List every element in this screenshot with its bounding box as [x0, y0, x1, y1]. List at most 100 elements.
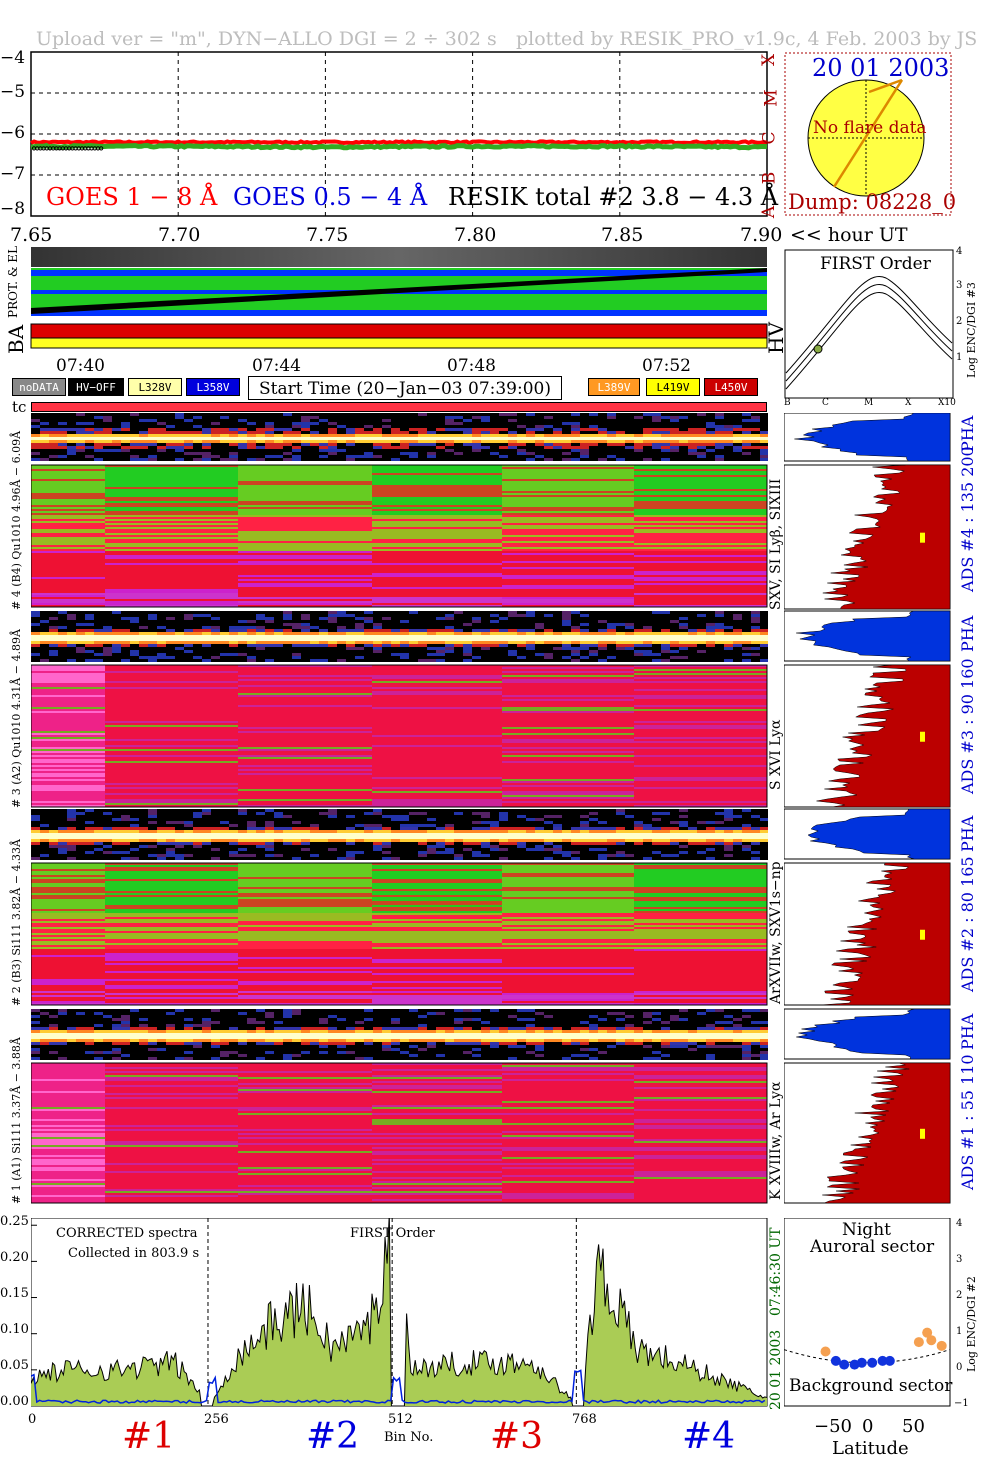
strip-cell	[445, 431, 454, 434]
strip-cell	[580, 437, 589, 440]
band-row	[502, 503, 634, 505]
strip-cell	[418, 830, 427, 833]
strip-cell	[166, 413, 175, 416]
band-row	[634, 755, 767, 757]
strip-cell	[472, 626, 481, 629]
strip-cell	[328, 653, 337, 656]
strip-cell	[94, 440, 103, 443]
strip-cell	[40, 623, 49, 626]
strip-cell	[337, 833, 346, 836]
strip-cell	[760, 434, 768, 437]
strip-cell	[400, 644, 409, 647]
strip-cell	[85, 614, 94, 617]
strip-cell	[580, 635, 589, 638]
strip-cell	[661, 821, 670, 824]
strip-cell	[166, 818, 175, 821]
strip-cell	[202, 626, 211, 629]
strip-cell	[697, 443, 706, 446]
strip-cell	[274, 821, 283, 824]
strip-cell	[526, 812, 535, 815]
strip-cell	[454, 647, 463, 650]
strip-cell	[427, 656, 436, 659]
band-row	[105, 483, 238, 485]
strip-cell	[436, 425, 445, 428]
strip-cell	[733, 812, 742, 815]
strip-cell	[418, 626, 427, 629]
strip-cell	[670, 650, 679, 653]
strip-cell	[355, 644, 364, 647]
strip-cell	[166, 455, 175, 458]
band-row	[372, 477, 502, 479]
band-row	[502, 567, 634, 569]
strip-cell	[517, 614, 526, 617]
strip-cell	[472, 413, 481, 416]
strip-cell	[211, 428, 220, 431]
strip-cell	[202, 413, 211, 416]
strip-cell	[292, 650, 301, 653]
band-row	[105, 513, 238, 515]
band-row	[31, 569, 105, 571]
sun-panel	[784, 52, 952, 216]
strip-cell	[85, 434, 94, 437]
band-row	[634, 481, 767, 483]
strip-cell	[85, 821, 94, 824]
strip-cell	[220, 647, 229, 650]
band-row	[31, 721, 105, 723]
strip-cell	[157, 851, 166, 854]
strip-cell	[364, 827, 373, 830]
strip-cell	[679, 839, 688, 842]
strip-cell	[148, 623, 157, 626]
strip-cell	[301, 626, 310, 629]
strip-cell	[742, 854, 751, 857]
strip-cell	[49, 842, 58, 845]
strip-cell	[112, 437, 121, 440]
strip-cell	[670, 635, 679, 638]
band-row	[634, 509, 767, 511]
strip-cell	[76, 845, 85, 848]
strip-cell	[211, 623, 220, 626]
strip-cell	[526, 413, 535, 416]
strip-cell	[652, 809, 661, 812]
strip-cell	[625, 623, 634, 626]
strip-cell	[382, 842, 391, 845]
strip-cell	[139, 428, 148, 431]
strip-cell	[463, 656, 472, 659]
strip-cell	[409, 422, 418, 425]
strip-cell	[265, 452, 274, 455]
strip-cell	[301, 458, 310, 461]
band-row	[634, 695, 767, 697]
strip-cell	[679, 638, 688, 641]
strip-cell	[697, 614, 706, 617]
strip-cell	[625, 809, 634, 812]
strip-cell	[508, 641, 517, 644]
strip-cell	[94, 635, 103, 638]
strip-cell	[121, 425, 130, 428]
strip-cell	[418, 848, 427, 851]
strip-cell	[337, 839, 346, 842]
strip-cell	[544, 650, 553, 653]
strip-cell	[265, 809, 274, 812]
strip-cell	[580, 623, 589, 626]
strip-cell	[724, 437, 733, 440]
strip-cell	[436, 659, 445, 662]
strip-cell	[454, 851, 463, 854]
strip-cell	[535, 635, 544, 638]
strip-cell	[67, 815, 76, 818]
strip-cell	[274, 644, 283, 647]
strip-cell	[67, 413, 76, 416]
strip-cell	[211, 809, 220, 812]
band-row	[634, 689, 767, 691]
strip-cell	[364, 629, 373, 632]
strip-cell	[355, 845, 364, 848]
strip-cell	[490, 443, 499, 446]
strip-cell	[643, 650, 652, 653]
strip-cell	[139, 614, 148, 617]
strip-cell	[490, 845, 499, 848]
strip-cell	[517, 452, 526, 455]
strip-cell	[724, 617, 733, 620]
strip-cell	[265, 431, 274, 434]
strip-cell	[67, 617, 76, 620]
strip-cell	[220, 626, 229, 629]
strip-cell	[706, 812, 715, 815]
strip-cell	[508, 428, 517, 431]
